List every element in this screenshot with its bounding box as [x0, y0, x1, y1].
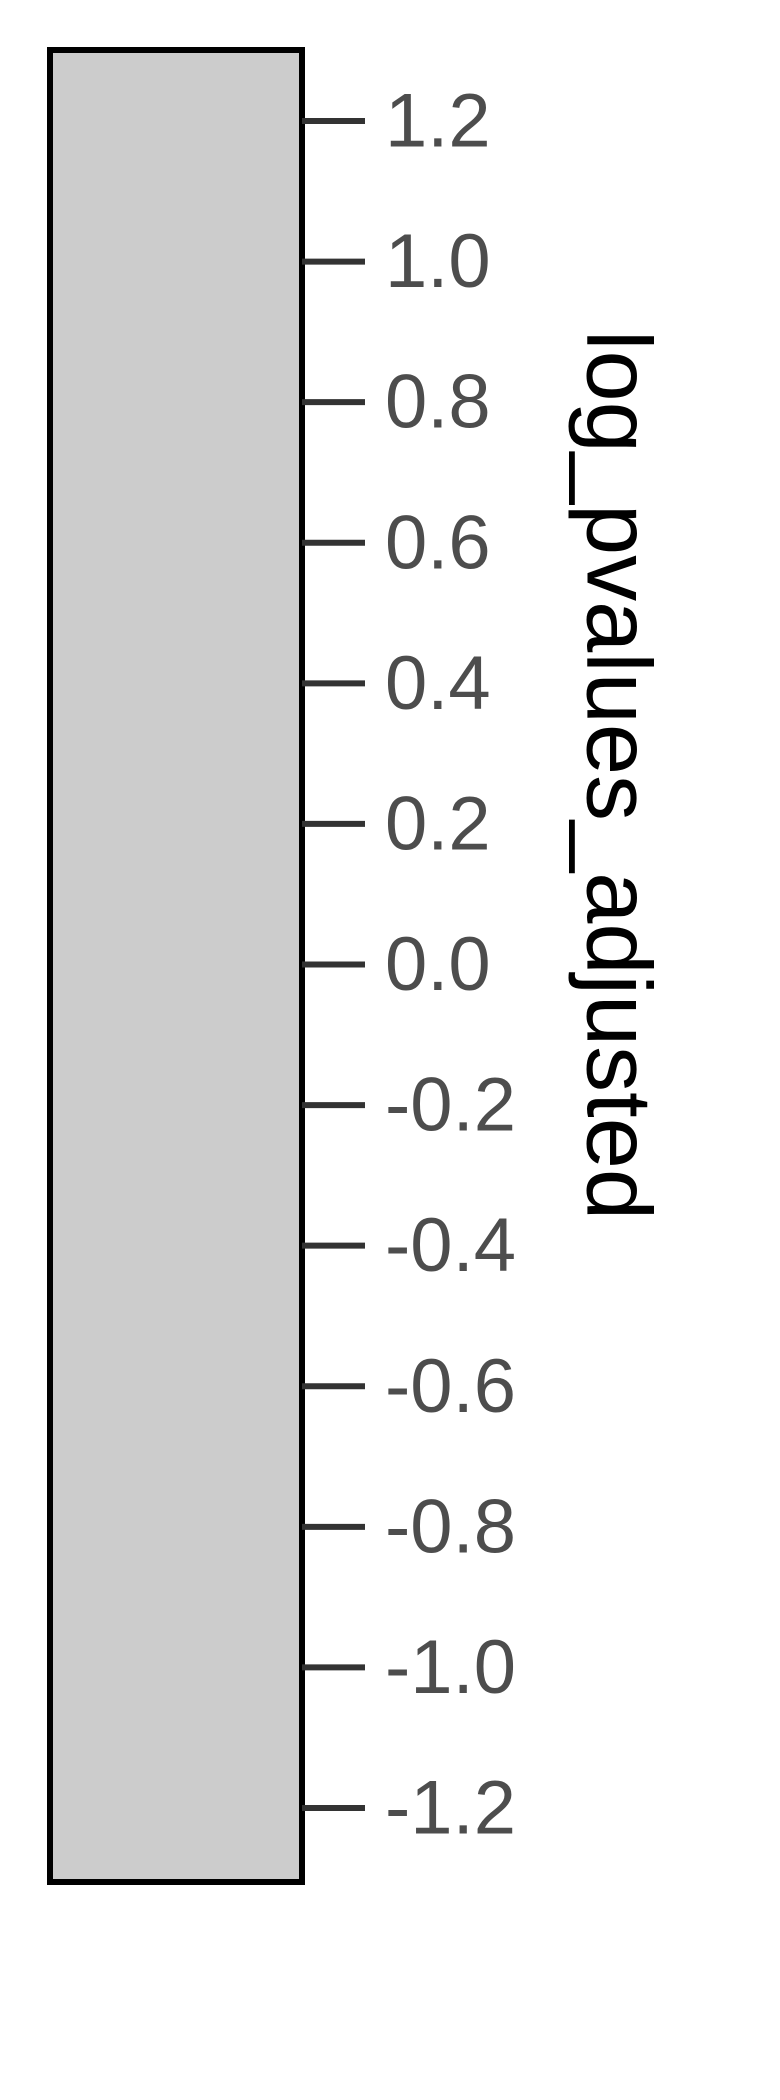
colorbar-bar	[47, 47, 305, 1885]
tick-label: 0.2	[385, 781, 491, 866]
tick-label: -1.0	[385, 1625, 516, 1710]
colorbar-ticks	[302, 118, 365, 1811]
colorbar-tick-labels: 1.2 1.0 0.8 0.6 0.4 0.2 0.0 -0.2 -0.4 -0.6 -0.8 -1.…	[385, 79, 516, 1851]
tick-label: -0.8	[385, 1484, 516, 1569]
tick-label: -1.2	[385, 1766, 516, 1851]
colorbar-title: log_pvalues_adjusted	[568, 330, 670, 1220]
tick-label: 0.4	[385, 641, 491, 726]
tick-label: 0.0	[385, 922, 491, 1007]
tick-label: -0.2	[385, 1063, 516, 1148]
tick-label: 1.0	[385, 219, 491, 304]
tick-label: 0.6	[385, 500, 491, 585]
tick-label: -0.6	[385, 1344, 516, 1429]
tick-label: 0.8	[385, 360, 491, 445]
tick-label: 1.2	[385, 79, 491, 164]
tick-label: -0.4	[385, 1203, 516, 1288]
